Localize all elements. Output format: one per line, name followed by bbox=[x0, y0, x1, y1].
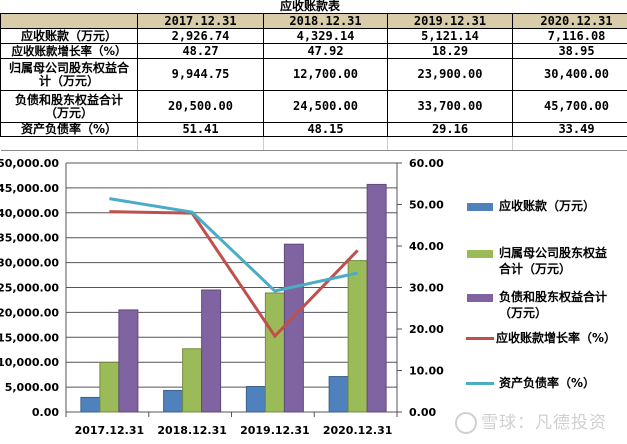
bar bbox=[284, 244, 303, 412]
y-right-tick-label: 20.00 bbox=[409, 323, 444, 336]
cell: 2,926.74 bbox=[138, 29, 264, 44]
cell: 24,500.00 bbox=[264, 91, 388, 123]
cell: 12,700.00 bbox=[264, 59, 388, 91]
cell: 23,900.00 bbox=[388, 59, 513, 91]
row-label: 资产负债率（%） bbox=[1, 123, 138, 137]
watermark: 雪球：凡德投资 bbox=[455, 408, 607, 434]
legend-label: 归属母公司股东权益 bbox=[499, 245, 627, 261]
header-cell bbox=[1, 14, 138, 29]
row-label: 应收账款增长率（%） bbox=[1, 44, 138, 59]
legend-line-cyan bbox=[466, 382, 494, 385]
blank-cell bbox=[1, 137, 138, 151]
cell: 29.16 bbox=[388, 123, 513, 137]
legend-label-line2: 合计（万元） bbox=[499, 261, 627, 277]
cell: 51.41 bbox=[138, 123, 264, 137]
legend-swatch-blue bbox=[467, 203, 493, 211]
cell: 4,329.14 bbox=[264, 29, 388, 44]
y-left-tick-label: 40,000.00 bbox=[0, 207, 59, 220]
cell: 38.95 bbox=[513, 44, 627, 59]
line-series bbox=[109, 212, 357, 336]
bar bbox=[81, 397, 100, 412]
legend-label: 负债和股东权益合计 bbox=[499, 289, 627, 305]
y-left-tick-label: 45,000.00 bbox=[0, 182, 59, 195]
table-title: 应收账款表 bbox=[0, 0, 627, 13]
legend-line-red bbox=[466, 337, 494, 340]
cell: 45,700.00 bbox=[513, 91, 627, 123]
x-tick-label: 2017.12.31 bbox=[75, 424, 145, 437]
x-tick-label: 2020.12.31 bbox=[323, 424, 393, 437]
xueqiu-logo-icon bbox=[455, 412, 477, 434]
y-left-tick-label: 20,000.00 bbox=[0, 306, 59, 319]
bar bbox=[265, 293, 284, 412]
cell: 48.27 bbox=[138, 44, 264, 59]
header-cell: 2017.12.31 bbox=[138, 14, 264, 29]
cell: 5,121.14 bbox=[388, 29, 513, 44]
table-title-text: 应收账款表 bbox=[280, 0, 340, 13]
header-cell: 2019.12.31 bbox=[388, 14, 513, 29]
y-right-tick-label: 40.00 bbox=[409, 240, 444, 253]
blank-row bbox=[1, 137, 627, 151]
legend-label: 应收账款（万元） bbox=[499, 198, 627, 214]
bar bbox=[329, 377, 348, 412]
y-right-tick-label: 10.00 bbox=[409, 365, 444, 378]
y-right-tick-label: 0.00 bbox=[409, 406, 436, 419]
row-label: 负债和股东权益合计（万元） bbox=[1, 91, 138, 123]
y-left-tick-label: 15,000.00 bbox=[0, 331, 59, 344]
cell: 20,500.00 bbox=[138, 91, 264, 123]
header-cell: 2018.12.31 bbox=[264, 14, 388, 29]
watermark-text: 雪球：凡德投资 bbox=[481, 413, 607, 433]
y-left-tick-label: 10,000.00 bbox=[0, 356, 59, 369]
legend-label: 资产负债率（%） bbox=[499, 375, 627, 391]
y-left-tick-label: 35,000.00 bbox=[0, 232, 59, 245]
table-header-row: 2017.12.31 2018.12.31 2019.12.31 2020.12… bbox=[1, 14, 627, 29]
header-cell: 2020.12.31 bbox=[513, 14, 627, 29]
table-row: 应收账款（万元） 2,926.74 4,329.14 5,121.14 7,11… bbox=[1, 29, 627, 44]
cell: 48.15 bbox=[264, 123, 388, 137]
y-left-tick-label: 25,000.00 bbox=[0, 282, 59, 295]
y-right-tick-label: 60.00 bbox=[409, 157, 444, 170]
table-row: 资产负债率（%） 51.41 48.15 29.16 33.49 bbox=[1, 123, 627, 137]
blank-cell bbox=[138, 137, 264, 151]
bar bbox=[246, 386, 265, 412]
blank-cell bbox=[388, 137, 513, 151]
receivables-table: 2017.12.31 2018.12.31 2019.12.31 2020.12… bbox=[0, 13, 627, 151]
cell: 7,116.08 bbox=[513, 29, 627, 44]
cell: 33.49 bbox=[513, 123, 627, 137]
table-row: 负债和股东权益合计（万元） 20,500.00 24,500.00 33,700… bbox=[1, 91, 627, 123]
bar bbox=[119, 310, 138, 412]
x-tick-label: 2019.12.31 bbox=[240, 424, 310, 437]
legend-label-line2: （万元） bbox=[499, 305, 627, 321]
cell: 18.29 bbox=[388, 44, 513, 59]
y-left-tick-label: 30,000.00 bbox=[0, 257, 59, 270]
table-row: 归属母公司股东权益合计（万元） 9,944.75 12,700.00 23,90… bbox=[1, 59, 627, 91]
cell: 9,944.75 bbox=[138, 59, 264, 91]
legend-label: 应收账款增长率（%） bbox=[496, 330, 626, 346]
blank-cell bbox=[264, 137, 388, 151]
bar bbox=[183, 349, 202, 412]
row-label: 应收账款（万元） bbox=[1, 29, 138, 44]
bar bbox=[367, 184, 386, 412]
y-left-tick-label: 5,000.00 bbox=[5, 381, 60, 394]
bar bbox=[348, 261, 367, 412]
cell: 30,400.00 bbox=[513, 59, 627, 91]
combo-chart: 0.00 5,000.00 10,000.00 15,000.00 20,000.00 2… bbox=[0, 150, 627, 440]
y-right-tick-label: 30.00 bbox=[409, 282, 444, 295]
table-row: 应收账款增长率（%） 48.27 47.92 18.29 38.95 bbox=[1, 44, 627, 59]
legend-swatch-green bbox=[467, 250, 493, 258]
bar bbox=[164, 390, 183, 412]
y-left-tick-label: 0.00 bbox=[32, 406, 59, 419]
legend-swatch-purple bbox=[467, 294, 493, 302]
row-label: 归属母公司股东权益合计（万元） bbox=[1, 59, 138, 91]
x-tick-label: 2018.12.31 bbox=[157, 424, 227, 437]
cell: 47.92 bbox=[264, 44, 388, 59]
blank-cell bbox=[513, 137, 627, 151]
bar bbox=[202, 290, 221, 412]
y-left-tick-label: 50,000.00 bbox=[0, 157, 59, 170]
cell: 33,700.00 bbox=[388, 91, 513, 123]
bar bbox=[100, 362, 119, 412]
y-right-tick-label: 50.00 bbox=[409, 199, 444, 212]
